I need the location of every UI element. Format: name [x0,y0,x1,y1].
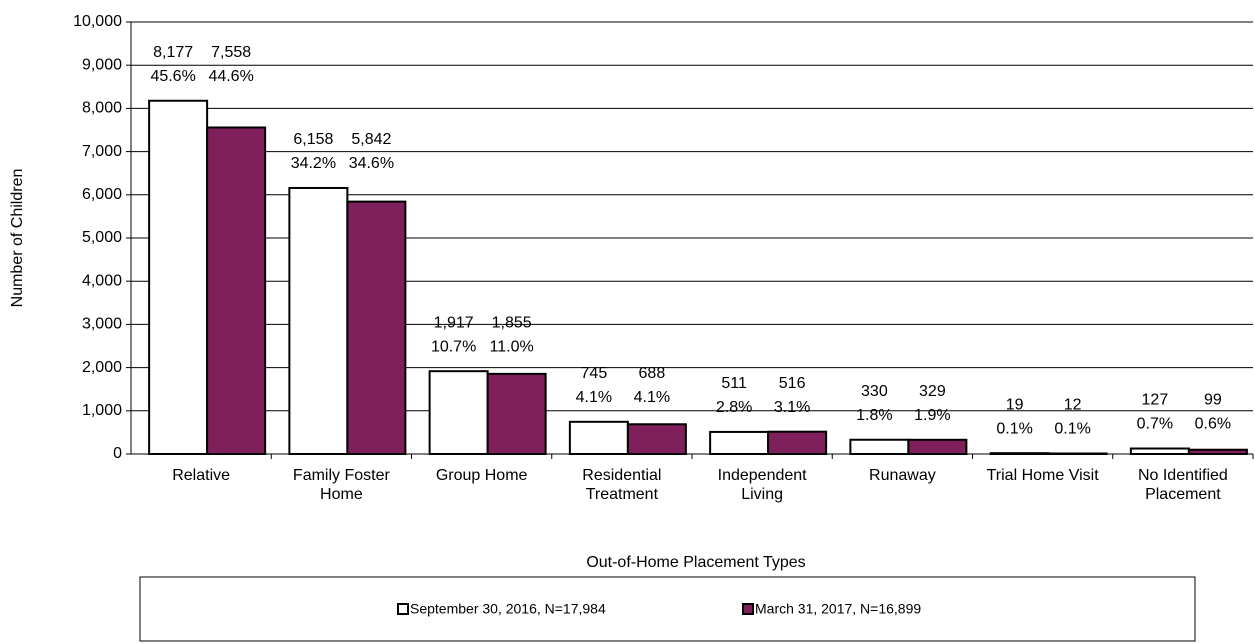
percent-label: 1.9% [914,407,950,424]
y-tick-label: 6,000 [82,186,122,203]
percent-label: 3.1% [774,399,810,416]
y-tick-label: 5,000 [82,229,122,246]
bar [989,452,1050,455]
y-tick-label: 3,000 [82,316,122,333]
y-tick-label: 1,000 [82,402,122,419]
value-label: 688 [639,365,666,382]
y-tick-label: 2,000 [82,359,122,376]
x-tick-label: Trial Home Visit [986,467,1099,484]
y-axis-title: Number of Children [9,169,26,308]
bar [1047,452,1108,455]
x-tick-label: Residential Treatment [582,467,662,503]
percent-label: 44.6% [208,68,253,85]
x-tick-label-box: Independent Living [717,467,807,503]
y-tick-label: 8,000 [82,100,122,117]
percent-label: 0.1% [996,420,1032,437]
percent-label: 34.2% [291,155,336,172]
x-tick-label-box: Group Home [435,467,528,484]
y-tick-label: 7,000 [82,143,122,160]
x-tick-label: Group Home [435,467,528,484]
value-label: 99 [1204,392,1222,409]
x-tick-label: Family Foster Home [292,467,390,503]
x-tick-label: Runaway [869,467,936,484]
value-label: 329 [919,383,946,400]
bar [1187,448,1248,456]
percent-label: 1.8% [856,407,892,424]
value-label: 19 [1006,396,1024,413]
bar [148,99,209,455]
legend-swatch [397,603,409,615]
x-tick-label-box: Family Foster Home [292,467,390,503]
bar [849,438,910,455]
percent-label: 4.1% [634,389,670,406]
percent-label: 11.0% [490,338,534,355]
percent-label: 0.7% [1137,416,1173,433]
x-tick-label-box: Trial Home Visit [986,467,1099,484]
bar [907,438,968,456]
value-label: 8,177 [153,44,193,61]
value-label: 127 [1142,392,1169,409]
percent-label: 34.6% [349,155,394,172]
value-label: 745 [581,365,608,382]
bar [346,200,407,455]
y-tick-label: 9,000 [82,56,122,73]
value-label: 12 [1064,396,1082,413]
x-tick-label: Independent Living [717,467,807,503]
x-tick-label: Relative [172,467,231,484]
legend-box [139,576,1196,642]
value-label: 7,558 [211,44,251,61]
bar [709,430,770,456]
bar [206,126,267,456]
legend-swatch [742,603,754,615]
value-label: 1,917 [434,314,474,331]
percent-label: 4.1% [576,389,612,406]
value-label: 1,855 [492,314,532,331]
value-label: 511 [721,375,747,392]
y-tick-label: 4,000 [82,272,122,289]
bar [568,420,629,456]
x-tick-label-box: No Identified Placement [1137,467,1228,503]
legend-label: March 31, 2017, N=16,899 [755,601,921,617]
value-label: 5,842 [351,131,391,148]
percent-label: 0.6% [1195,416,1231,433]
bar [486,372,547,456]
x-tick-label: No Identified Placement [1137,467,1228,503]
value-label: 6,158 [293,131,333,148]
percent-label: 2.8% [716,399,752,416]
percent-label: 45.6% [150,68,195,85]
bar [288,186,349,455]
bar [767,430,828,456]
x-tick-label-box: Relative [172,467,231,484]
y-tick-label: 0 [113,445,122,462]
legend-label: September 30, 2016, N=17,984 [410,601,606,617]
value-label: 330 [861,383,888,400]
bar [626,423,687,456]
percent-label: 0.1% [1054,420,1090,437]
y-tick-label: 10,000 [73,13,122,30]
percent-label: 10.7% [431,338,476,355]
bar [1129,447,1190,456]
bar [428,370,489,456]
x-tick-label-box: Runaway [869,467,936,484]
x-tick-label-box: Residential Treatment [582,467,662,503]
x-axis-title: Out-of-Home Placement Types [586,554,805,571]
value-label: 516 [779,375,806,392]
